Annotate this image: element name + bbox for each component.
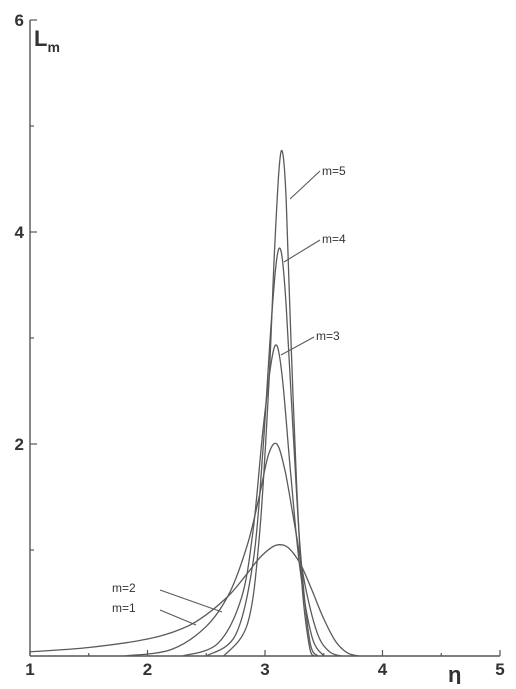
x-tick-label: 1 (25, 660, 34, 679)
series-line-m4 (205, 247, 319, 657)
series-line-m5 (223, 149, 315, 657)
x-axis-label: η (448, 662, 461, 684)
ticks (29, 19, 501, 656)
series-label-m2: m=2 (112, 581, 136, 595)
series-line-m2 (123, 442, 342, 657)
x-tick-label: 3 (260, 660, 269, 679)
series-leader-m3 (280, 336, 315, 356)
tick-labels: 1 2 3 4 5 2 4 6 (15, 11, 505, 679)
series-label-m4: m=4 (322, 232, 346, 246)
axes (29, 20, 500, 657)
series-line-m3 (182, 344, 325, 657)
y-axis-label-main: L (34, 26, 47, 51)
series-labels: m=5 m=4 m=3 m=2 m=1 (112, 164, 346, 626)
y-tick-label: 2 (15, 435, 24, 454)
y-axis-label-subscript: m (47, 39, 59, 55)
series-leader-m5 (289, 170, 321, 200)
x-tick-label: 4 (378, 660, 388, 679)
y-tick-label: 6 (15, 11, 24, 30)
series-leader-m1 (159, 609, 197, 626)
series-line-m1 (29, 544, 360, 657)
series-label-m1: m=1 (112, 601, 136, 615)
y-axis-label: Lm (34, 26, 60, 55)
x-tick-label: 2 (143, 660, 152, 679)
series-leader-m2 (159, 589, 223, 613)
series-label-m5: m=5 (322, 164, 346, 178)
y-tick-label: 4 (15, 223, 25, 242)
x-tick-label: 5 (495, 660, 504, 679)
series-curves (29, 149, 360, 657)
series-leader-m4 (283, 239, 321, 263)
series-label-m3: m=3 (316, 329, 340, 343)
